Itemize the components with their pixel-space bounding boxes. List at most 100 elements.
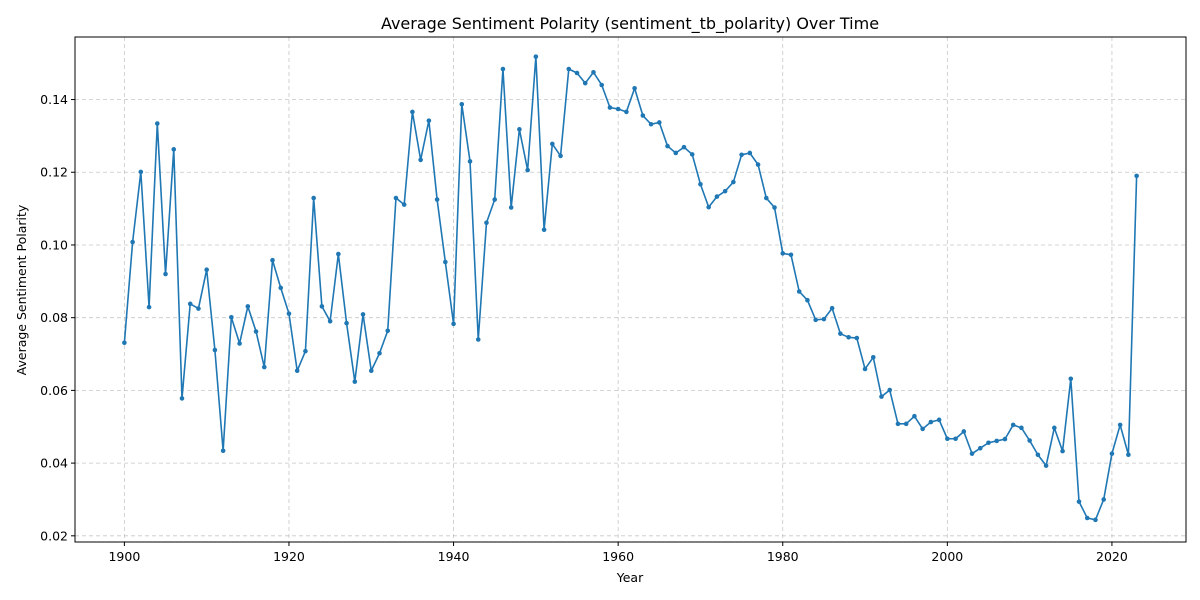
data-point bbox=[541, 227, 547, 232]
y-tick-label: 0.08 bbox=[40, 310, 68, 325]
data-point bbox=[155, 121, 160, 126]
data-point bbox=[977, 445, 983, 451]
data-point bbox=[401, 202, 407, 207]
data-point bbox=[393, 195, 399, 201]
data-point bbox=[253, 329, 259, 334]
y-tick-label: 0.04 bbox=[40, 456, 68, 471]
data-point bbox=[657, 120, 662, 125]
data-point bbox=[410, 109, 415, 115]
data-point bbox=[1002, 436, 1008, 442]
data-point bbox=[179, 396, 185, 401]
data-point bbox=[1035, 452, 1041, 458]
x-tick-label: 1900 bbox=[108, 549, 140, 564]
x-axis: 1900 1920 1940 1960 1980 2000 2020 bbox=[108, 542, 1128, 564]
data-point bbox=[681, 144, 687, 150]
chart-title: Average Sentiment Polarity (sentiment_tb… bbox=[381, 14, 879, 34]
y-axis: 0.02 0.04 0.06 0.08 0.10 0.12 0.14 bbox=[40, 92, 75, 543]
data-point bbox=[780, 251, 786, 256]
data-point bbox=[566, 66, 572, 72]
data-point bbox=[229, 315, 234, 320]
data-point bbox=[731, 179, 736, 185]
data-point bbox=[895, 421, 901, 427]
x-tick-label: 1980 bbox=[767, 549, 799, 564]
data-point bbox=[237, 341, 242, 346]
data-point bbox=[294, 368, 300, 374]
data-point bbox=[550, 141, 555, 147]
data-point bbox=[270, 257, 275, 263]
data-point bbox=[187, 301, 193, 307]
series-line bbox=[123, 55, 1138, 521]
data-point bbox=[936, 417, 942, 423]
data-point bbox=[1019, 425, 1024, 431]
data-point bbox=[706, 204, 711, 210]
data-point bbox=[846, 335, 851, 340]
data-point bbox=[368, 368, 374, 374]
data-point bbox=[1109, 451, 1115, 456]
x-tick-label: 1920 bbox=[273, 549, 305, 564]
data-point bbox=[591, 69, 596, 75]
data-point bbox=[204, 267, 209, 272]
data-point bbox=[286, 311, 292, 316]
data-point bbox=[1060, 448, 1065, 454]
data-point bbox=[245, 304, 251, 309]
data-point bbox=[582, 80, 588, 86]
data-point bbox=[385, 328, 391, 334]
data-point bbox=[533, 54, 539, 59]
data-point bbox=[615, 106, 621, 112]
data-point bbox=[327, 319, 333, 324]
data-point bbox=[788, 252, 794, 258]
data-point bbox=[1117, 422, 1123, 428]
data-point bbox=[755, 162, 761, 167]
data-point bbox=[862, 366, 868, 372]
data-point bbox=[278, 285, 284, 291]
data-point bbox=[146, 304, 152, 310]
x-tick-label: 2020 bbox=[1096, 549, 1128, 564]
data-point bbox=[1101, 497, 1106, 502]
data-point bbox=[344, 320, 349, 326]
data-point bbox=[492, 197, 498, 202]
data-point bbox=[673, 150, 679, 156]
data-point bbox=[418, 157, 423, 163]
data-point bbox=[887, 387, 893, 393]
data-point bbox=[854, 335, 860, 341]
data-point bbox=[994, 438, 1000, 444]
data-point bbox=[665, 143, 670, 149]
data-point bbox=[517, 127, 522, 132]
data-point bbox=[1010, 422, 1016, 428]
data-point bbox=[912, 413, 917, 419]
data-point bbox=[311, 195, 316, 201]
data-point bbox=[903, 421, 909, 427]
data-point bbox=[953, 436, 958, 442]
data-point bbox=[648, 121, 654, 127]
data-point bbox=[261, 364, 267, 370]
data-point bbox=[163, 271, 168, 277]
data-point bbox=[969, 451, 975, 456]
y-tick-label: 0.06 bbox=[40, 383, 68, 398]
x-axis-label: Year bbox=[616, 570, 644, 585]
data-point bbox=[196, 306, 201, 311]
data-point bbox=[698, 181, 703, 187]
data-point bbox=[772, 205, 777, 210]
data-point bbox=[920, 426, 925, 432]
data-point bbox=[574, 70, 580, 76]
data-point bbox=[212, 347, 218, 353]
data-point bbox=[838, 331, 843, 336]
data-point bbox=[870, 355, 876, 360]
data-point bbox=[500, 66, 506, 72]
x-tick-label: 2000 bbox=[931, 549, 963, 564]
data-point bbox=[879, 394, 884, 399]
data-point bbox=[1043, 463, 1049, 468]
data-point bbox=[303, 348, 308, 354]
series-group bbox=[122, 54, 1139, 523]
data-point bbox=[714, 194, 720, 199]
data-point bbox=[467, 159, 473, 164]
data-point bbox=[1093, 517, 1098, 523]
data-point bbox=[813, 317, 818, 323]
data-point bbox=[640, 113, 646, 118]
data-point bbox=[945, 436, 950, 442]
data-point bbox=[607, 105, 613, 110]
data-point bbox=[434, 197, 440, 202]
y-tick-label: 0.12 bbox=[40, 165, 68, 180]
